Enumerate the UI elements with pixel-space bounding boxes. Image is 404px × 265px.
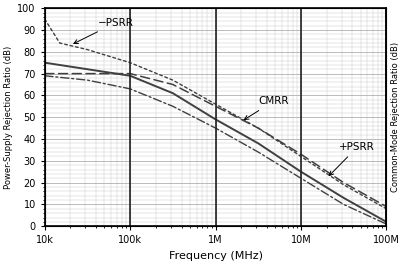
- Text: +PSRR: +PSRR: [329, 142, 375, 175]
- Y-axis label: Power-Supply Rejection Ratio (dB): Power-Supply Rejection Ratio (dB): [4, 46, 13, 189]
- X-axis label: Frequency (MHz): Frequency (MHz): [168, 251, 263, 261]
- Text: −PSRR: −PSRR: [74, 18, 134, 43]
- Y-axis label: Common-Mode Rejection Ratio (dB): Common-Mode Rejection Ratio (dB): [391, 42, 400, 192]
- Text: CMRR: CMRR: [244, 96, 289, 120]
